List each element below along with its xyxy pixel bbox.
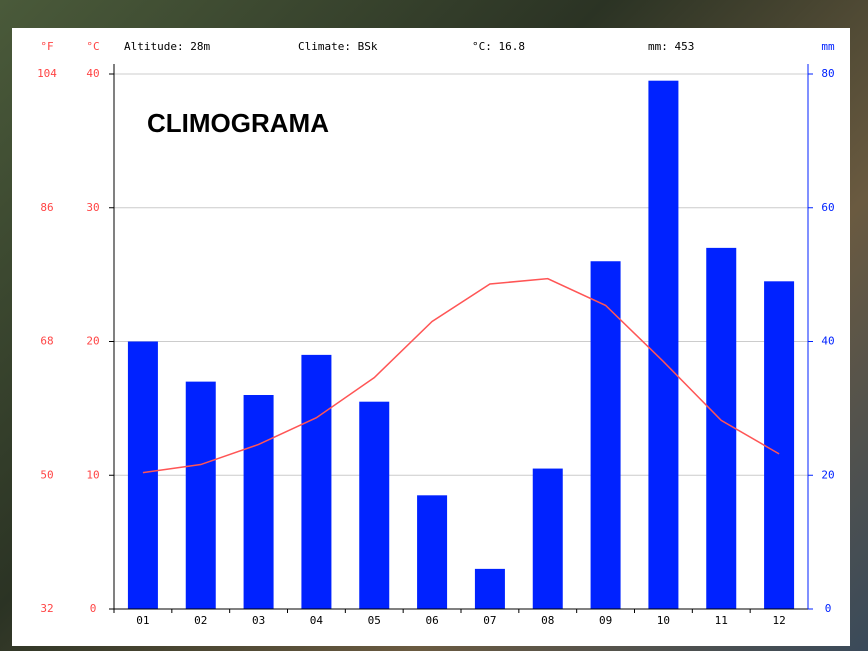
y-tick-label: 30: [86, 201, 99, 214]
bar: [244, 395, 274, 609]
bar: [301, 355, 331, 609]
x-tick-label: 12: [772, 614, 785, 627]
bar: [128, 342, 158, 610]
header-text: mm: 453: [648, 40, 694, 53]
y2-tick-label: 80: [821, 67, 834, 80]
header-text: Altitude: 28m: [124, 40, 210, 53]
page: {"chart_data": {"type": "bar", "title": …: [0, 0, 868, 651]
x-tick-label: 03: [252, 614, 265, 627]
y-axis-label: °C: [86, 40, 99, 53]
y2-tick-label: 0: [825, 602, 832, 615]
f-tick-label: 32: [40, 602, 53, 615]
bar: [533, 469, 563, 609]
x-tick-label: 09: [599, 614, 612, 627]
y-tick-label: 20: [86, 335, 99, 348]
x-tick-label: 01: [136, 614, 149, 627]
chart: CLIMOGRAMA °F °C Altitude: 28m Climate: …: [0, 0, 868, 651]
bar: [417, 495, 447, 609]
bar: [475, 569, 505, 609]
y-tick-label: 0: [90, 602, 97, 615]
x-tick-label: 06: [425, 614, 438, 627]
bar: [186, 382, 216, 609]
bar: [764, 281, 794, 609]
y2-tick-label: 20: [821, 468, 834, 481]
header-text: °C: 16.8: [472, 40, 525, 53]
header-text: Climate: BSk: [298, 40, 378, 53]
x-tick-label: 08: [541, 614, 554, 627]
f-tick-label: 86: [40, 201, 53, 214]
y2-tick-label: 40: [821, 335, 834, 348]
x-tick-label: 10: [657, 614, 670, 627]
bar: [359, 402, 389, 609]
f-tick-label: 68: [40, 335, 53, 348]
bar: [706, 248, 736, 609]
bar: [648, 81, 678, 609]
f-tick-label: 104: [37, 67, 57, 80]
bar: [591, 261, 621, 609]
x-tick-label: 02: [194, 614, 207, 627]
y2-axis-label: mm: [821, 40, 835, 53]
x-tick-label: 11: [715, 614, 728, 627]
y2-tick-label: 60: [821, 201, 834, 214]
x-tick-label: 04: [310, 614, 324, 627]
x-tick-label: 05: [368, 614, 381, 627]
y-tick-label: 40: [86, 67, 99, 80]
f-tick-label: 50: [40, 468, 53, 481]
chart-title: CLIMOGRAMA: [147, 108, 329, 138]
x-tick-label: 07: [483, 614, 496, 627]
y-tick-label: 10: [86, 468, 99, 481]
f-axis-label: °F: [40, 40, 53, 53]
